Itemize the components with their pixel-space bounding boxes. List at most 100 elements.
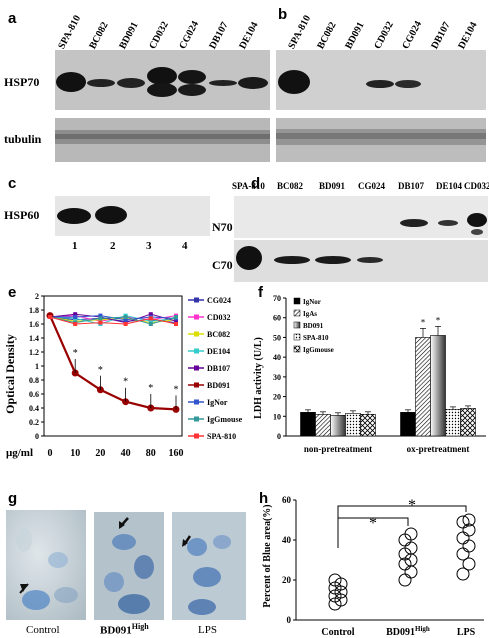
lane-label-c-2: 2 <box>110 240 116 252</box>
chart-f-legend: IgNor IgAs BD091 SPA-810 IgGmouse <box>293 297 334 354</box>
chart-f-ytick-label: 60 <box>273 314 281 323</box>
chart-e-legend-marker <box>194 382 199 388</box>
blot-d-n70 <box>234 196 488 238</box>
lane-label-b-6: DB107 <box>429 20 453 51</box>
lane-label-a-6: DB107 <box>207 20 231 51</box>
chart-h-point <box>456 567 470 581</box>
chart-f-bar-SPA-810 <box>445 409 461 437</box>
chart-e-point-IgNor <box>98 313 103 318</box>
chart-f-bar-BD091 <box>430 335 446 437</box>
chart-f-ylabel: LDH activity (U/L) <box>253 337 264 419</box>
chart-e-legend-marker <box>194 365 199 371</box>
chart-f-bar-IgAs <box>415 337 431 437</box>
chart-f-legend-swatch <box>293 309 301 317</box>
chart-f-legend-swatch <box>293 321 301 329</box>
row-label-hsp60: HSP60 <box>4 208 40 222</box>
lane-label-a-1: SPA-810 <box>56 13 84 52</box>
chart-e-point-IgNor <box>123 317 128 322</box>
chart-f-ytick-label: 0 <box>277 432 281 441</box>
lane-label-d-6: DE104 <box>436 181 463 191</box>
chart-f-legend-label: IgAs <box>303 310 317 318</box>
chart-h-point <box>462 557 476 571</box>
chart-e-legend: CG024 CD032 BC082 DE104 DB107 BD091 IgNor IgGmo… <box>188 296 243 441</box>
caption-lps: LPS <box>198 624 217 636</box>
chart-e-point-DB107 <box>148 312 153 317</box>
lane-label-c-4: 4 <box>182 240 188 252</box>
chart-e-star: * <box>148 383 153 394</box>
lane-label-a-5: CG024 <box>177 19 202 51</box>
panel-label-f: f <box>258 284 263 301</box>
caption-control: Control <box>26 624 60 636</box>
chart-h-ytick-label: 0 <box>287 615 292 625</box>
blot-a-hsp70 <box>55 50 270 110</box>
chart-h-point <box>456 515 470 529</box>
chart-f-legend-label: IgNor <box>303 298 321 306</box>
chart-e-xtick-label: 160 <box>169 448 184 459</box>
chart-e-point-SPA-810 <box>73 322 78 326</box>
chart-e-legend-label: SPA-810 <box>207 432 236 441</box>
row-label-c70: C70 <box>212 258 233 272</box>
lane-labels-d: SPA-810 BC082 BD091 CG024 DB107 DE104 CD… <box>232 181 489 193</box>
chart-e-line-BD091 <box>48 315 177 411</box>
chart-e-xtick-label: 80 <box>146 448 156 459</box>
chart-e-star: * <box>98 365 103 376</box>
lane-label-d-2: BC082 <box>277 181 304 191</box>
chart-f-star: * <box>421 317 426 327</box>
chart-h-points <box>328 513 476 611</box>
panel-label-a: a <box>8 10 17 27</box>
chart-e-line-IgGmouse <box>49 316 177 325</box>
chart-e-point-SPA-810 <box>48 315 52 319</box>
chart-e-legend-label: DB107 <box>207 364 230 373</box>
chart-e-point-IgGmouse <box>123 315 128 319</box>
chart-h-ytick-label: 20 <box>282 575 292 585</box>
chart-e-legend-marker <box>194 314 199 320</box>
chart-e-ytick-label: 1.8 <box>29 306 39 315</box>
chart-h-xlabels: Control BD091High LPS <box>321 625 475 638</box>
chart-f-ytick-label: 50 <box>273 333 281 342</box>
chart-h-point <box>462 513 476 527</box>
chart-f-bar-IgNor <box>300 412 316 437</box>
chart-e-legend-label: BD091 <box>207 381 230 390</box>
lane-label-d-4: CG024 <box>358 181 385 191</box>
chart-f-ytick-label: 40 <box>273 353 281 362</box>
chart-e-legend-label: CD032 <box>207 313 231 322</box>
chart-e-ylabel: Optical Density <box>3 334 17 414</box>
chart-e-point-DB107 <box>174 319 178 324</box>
chart-f-ytick-label: 30 <box>273 373 281 382</box>
lane-label-c-3: 3 <box>146 240 152 252</box>
chart-f-bar-BD091 <box>330 415 346 437</box>
lane-label-b-7: DE104 <box>456 20 480 51</box>
chart-f-ytick-label: 10 <box>273 412 281 421</box>
chart-e-ytick-label: 0.2 <box>29 418 39 427</box>
panel-label-e: e <box>8 284 17 301</box>
chart-e-xtick-label: 10 <box>70 448 80 459</box>
chart-e-xtick-label: 40 <box>121 448 131 459</box>
chart-f-legend-label: SPA-810 <box>303 334 329 342</box>
chart-h-ytick-label: 60 <box>282 495 292 505</box>
chart-f-bar-SPA-810 <box>345 413 361 437</box>
chart-f-bar-IgNor <box>400 412 416 437</box>
chart-h-ytick-label: 40 <box>282 535 292 545</box>
chart-h-point <box>404 565 418 579</box>
micrograph-lps <box>172 512 246 620</box>
chart-e-ytick-label: 0 <box>35 432 39 441</box>
chart-e-legend-label: CG024 <box>207 296 231 305</box>
chart-e-xtick-label: 20 <box>95 448 105 459</box>
chart-f-bars: non-pretreatment ox-pretreatment * * <box>300 315 476 454</box>
chart-f-bar-IgGmouse <box>460 408 476 437</box>
chart-e-point-BD091 <box>122 398 130 406</box>
chart-e-line-DB107 <box>49 313 177 324</box>
chart-e-significance: * * * * * <box>73 348 179 395</box>
chart-e-point-SPA-810 <box>123 322 128 326</box>
lane-label-c-1: 1 <box>72 240 78 252</box>
chart-e-star: * <box>73 348 78 359</box>
chart-e-ytick-label: 1.6 <box>29 320 39 329</box>
micrograph-control <box>6 510 86 620</box>
chart-f-legend-swatch <box>293 297 301 305</box>
chart-e-line-BC082 <box>49 316 177 324</box>
chart-e: Optical Density 0 0.2 0.4 0.6 0.8 1 1.2 1.4 1.6 1… <box>3 292 243 459</box>
chart-h-point <box>462 539 476 553</box>
chart-e-point-SPA-810 <box>174 322 178 326</box>
lane-label-d-3: BD091 <box>319 181 346 191</box>
